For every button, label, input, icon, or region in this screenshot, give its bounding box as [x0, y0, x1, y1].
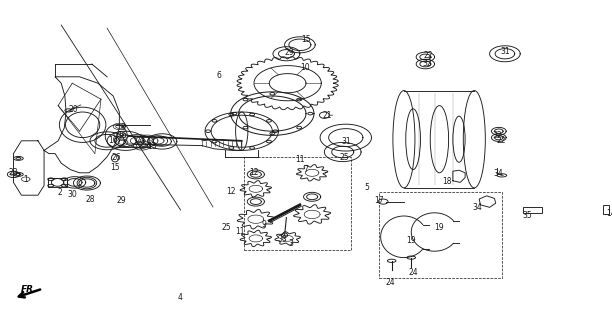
Text: 14: 14 — [606, 209, 612, 218]
Text: 12: 12 — [226, 187, 236, 196]
Text: 24: 24 — [408, 268, 418, 277]
Text: 17: 17 — [375, 196, 384, 205]
Text: 11: 11 — [235, 227, 245, 236]
Text: 3: 3 — [288, 239, 293, 248]
Text: 26: 26 — [111, 153, 121, 162]
Text: 27: 27 — [136, 136, 146, 145]
Text: 19: 19 — [406, 236, 416, 245]
Text: 19: 19 — [435, 223, 444, 232]
Bar — [603, 205, 609, 214]
Text: 7: 7 — [304, 165, 308, 174]
Text: 25: 25 — [339, 153, 349, 162]
Text: 31: 31 — [341, 137, 351, 146]
Bar — [523, 207, 542, 213]
Text: 13: 13 — [147, 142, 157, 151]
Text: 34: 34 — [472, 203, 482, 212]
Text: 4: 4 — [178, 293, 183, 302]
Text: 32: 32 — [422, 59, 432, 68]
Text: 21: 21 — [323, 111, 332, 120]
Text: 35: 35 — [523, 211, 532, 220]
Text: 31: 31 — [500, 47, 510, 56]
Text: 18: 18 — [442, 177, 452, 186]
Text: 9: 9 — [262, 220, 267, 229]
Bar — [244, 157, 351, 250]
Text: 22: 22 — [424, 52, 433, 60]
Text: 25: 25 — [222, 223, 231, 232]
Text: 12: 12 — [249, 168, 259, 177]
Text: 20: 20 — [69, 105, 78, 114]
Text: 8: 8 — [120, 123, 125, 132]
Text: 29: 29 — [284, 48, 294, 57]
Text: 30: 30 — [67, 190, 77, 199]
Text: 11: 11 — [295, 155, 305, 164]
Text: 33: 33 — [278, 235, 288, 244]
Text: 23: 23 — [9, 168, 18, 177]
Text: 10: 10 — [300, 63, 310, 72]
Text: 15: 15 — [110, 163, 120, 172]
Text: 15: 15 — [301, 36, 311, 44]
Text: 2: 2 — [58, 188, 62, 197]
Text: 34: 34 — [494, 169, 504, 178]
Text: 28: 28 — [86, 195, 95, 204]
Bar — [379, 192, 502, 278]
Text: 24: 24 — [386, 278, 395, 287]
Text: 29: 29 — [116, 196, 126, 205]
Text: 16: 16 — [118, 131, 127, 140]
Text: 32: 32 — [492, 131, 502, 140]
Text: FR.: FR. — [21, 285, 37, 294]
Text: 16: 16 — [108, 136, 118, 145]
Text: 6: 6 — [217, 71, 222, 80]
Text: 5: 5 — [365, 183, 370, 192]
Text: 1: 1 — [23, 175, 28, 184]
Text: 22: 22 — [496, 136, 506, 145]
